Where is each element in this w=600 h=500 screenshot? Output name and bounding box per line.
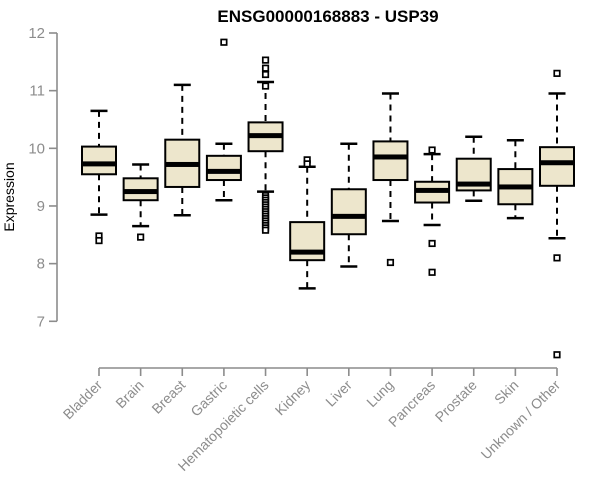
boxplot-brain bbox=[122, 163, 159, 241]
boxplot-liver bbox=[330, 142, 367, 268]
y-tick-label-10: 10 bbox=[28, 140, 45, 157]
boxplot-pancreas bbox=[414, 146, 451, 276]
y-tick-label-11: 11 bbox=[29, 83, 45, 100]
y-tick-label-12: 12 bbox=[28, 25, 45, 42]
median-line bbox=[540, 160, 574, 166]
outlier-marker bbox=[428, 146, 436, 154]
x-tick-label-lung: Lung bbox=[363, 377, 396, 410]
y-tick-label-7: 7 bbox=[37, 313, 45, 330]
boxplot-breast bbox=[164, 83, 201, 217]
outlier-marker bbox=[553, 351, 561, 359]
median-line bbox=[373, 154, 408, 160]
outlier-marker bbox=[261, 70, 270, 79]
outlier-marker bbox=[261, 64, 270, 72]
outlier-marker bbox=[95, 236, 103, 245]
boxplot-prostate bbox=[455, 135, 492, 203]
median-line bbox=[206, 168, 241, 174]
y-axis: 7 8 9 10 11 12 bbox=[28, 25, 58, 330]
boxplot-bladder bbox=[81, 109, 117, 245]
outlier-marker bbox=[428, 268, 436, 276]
x-tick-label-brain: Brain bbox=[112, 377, 146, 411]
iqr-box bbox=[81, 145, 117, 176]
boxplot-series bbox=[81, 38, 575, 359]
iqr-box bbox=[330, 188, 367, 236]
median-line bbox=[415, 187, 450, 193]
outlier-marker bbox=[137, 233, 145, 241]
outlier-marker bbox=[261, 226, 270, 234]
median-line bbox=[82, 161, 116, 167]
boxplot-hematopoietic-cells bbox=[247, 56, 284, 234]
outlier-marker bbox=[261, 82, 270, 90]
outlier-marker bbox=[261, 56, 270, 64]
x-tick-label-bladder: Bladder bbox=[60, 377, 106, 423]
y-axis-label: Expression bbox=[1, 162, 17, 231]
boxplot-kidney bbox=[289, 156, 326, 290]
median-line bbox=[498, 184, 533, 190]
median-line bbox=[165, 161, 200, 167]
x-tick-label-breast: Breast bbox=[148, 377, 188, 417]
outlier-marker bbox=[553, 69, 561, 77]
median-line bbox=[123, 189, 158, 195]
outlier-marker bbox=[428, 239, 436, 248]
x-tick-label-liver: Liver bbox=[322, 377, 355, 410]
outlier-marker bbox=[386, 258, 395, 267]
x-tick-label-kidney: Kidney bbox=[272, 377, 314, 419]
boxplot-skin bbox=[497, 138, 534, 220]
median-line bbox=[290, 249, 325, 255]
x-tick-label-skin: Skin bbox=[491, 377, 522, 408]
median-line bbox=[331, 213, 366, 219]
boxplot-lung bbox=[372, 92, 409, 267]
outlier-marker bbox=[303, 160, 311, 168]
median-line bbox=[456, 181, 491, 187]
median-line bbox=[248, 133, 283, 139]
iqr-box bbox=[205, 154, 242, 182]
boxplot-gastric bbox=[205, 38, 242, 202]
x-tick-label-prostate: Prostate bbox=[432, 377, 480, 425]
y-tick-label-9: 9 bbox=[37, 198, 45, 215]
chart-title: ENSG00000168883 - USP39 bbox=[217, 7, 438, 26]
outlier-marker bbox=[553, 254, 561, 262]
iqr-box bbox=[372, 140, 409, 182]
iqr-box bbox=[539, 146, 575, 187]
boxplot-unknown-other bbox=[539, 69, 575, 359]
x-tick-label-unknown-other: Unknown / Other bbox=[478, 377, 564, 463]
outlier-marker bbox=[220, 38, 228, 46]
y-tick-label-8: 8 bbox=[37, 256, 45, 273]
